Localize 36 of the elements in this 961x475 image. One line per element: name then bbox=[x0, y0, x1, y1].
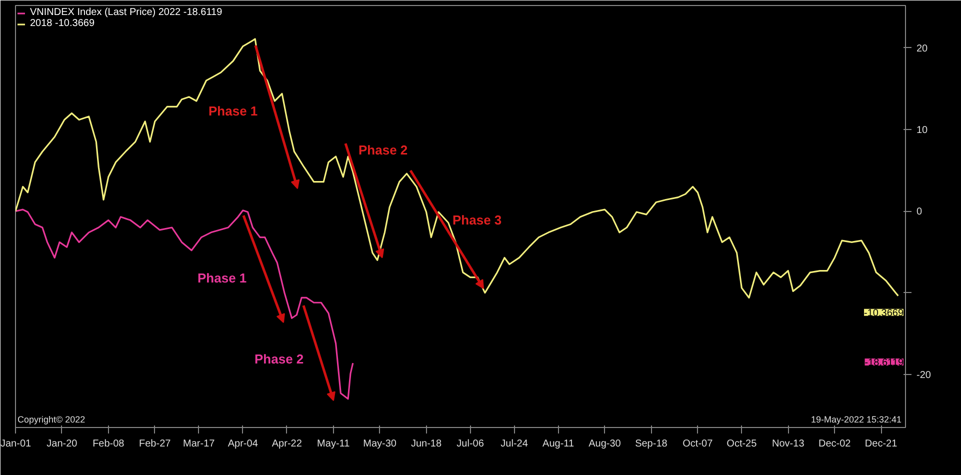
y-tick-label: -20 bbox=[916, 370, 932, 381]
x-tick-label: Aug-30 bbox=[588, 438, 622, 450]
y-tick-label: 10 bbox=[916, 125, 928, 136]
x-tick-label: Feb-08 bbox=[92, 438, 125, 450]
annotation: Phase 3 bbox=[452, 212, 502, 228]
y-tick-label: 0 bbox=[916, 206, 922, 218]
y-tick-label: 20 bbox=[916, 43, 928, 54]
x-tick-label: Feb-27 bbox=[139, 438, 172, 450]
annotation: -18.6119 bbox=[864, 358, 904, 368]
x-tick-label: Oct-25 bbox=[726, 438, 758, 450]
x-tick-label: Dec-02 bbox=[818, 438, 852, 450]
x-tick-label: May-11 bbox=[317, 438, 350, 450]
x-tick-label: Apr-04 bbox=[228, 438, 258, 450]
x-tick-label: Jan-20 bbox=[46, 438, 78, 450]
data-label: -10.3669 bbox=[864, 308, 904, 319]
x-tick-label: Nov-13 bbox=[772, 438, 805, 450]
legend-label: 2018 -10.3669 bbox=[30, 18, 95, 29]
x-tick-label: Dec-21 bbox=[864, 438, 898, 450]
x-tick-label: Aug-11 bbox=[542, 438, 574, 450]
x-tick-label: Oct-07 bbox=[682, 438, 714, 450]
x-tick-label: Jul-06 bbox=[456, 438, 484, 450]
annotation: Phase 1 bbox=[198, 270, 247, 286]
x-tick-label: Mar-17 bbox=[183, 438, 216, 450]
annotation: Phase 2 bbox=[254, 352, 304, 366]
annotation: 19-May-2022 15:32:41 bbox=[810, 414, 902, 424]
annotation: Copyright© 2022 bbox=[18, 414, 86, 424]
x-tick-label: Sep-18 bbox=[635, 438, 668, 450]
annotation: Phase 1 bbox=[208, 104, 258, 118]
x-tick-label: Apr-22 bbox=[272, 438, 302, 450]
x-tick-label: May-30 bbox=[363, 438, 397, 450]
line-series bbox=[16, 208, 354, 400]
legend-label: VNINDEX Index (Last Price) 2022 -18.6119 bbox=[30, 7, 222, 18]
x-tick-label: Jun-18 bbox=[410, 438, 442, 450]
x-tick-label: Jan-01 bbox=[0, 438, 32, 450]
x-tick-label: Jul-24 bbox=[500, 438, 528, 450]
annotation: Phase 2 bbox=[358, 142, 408, 158]
